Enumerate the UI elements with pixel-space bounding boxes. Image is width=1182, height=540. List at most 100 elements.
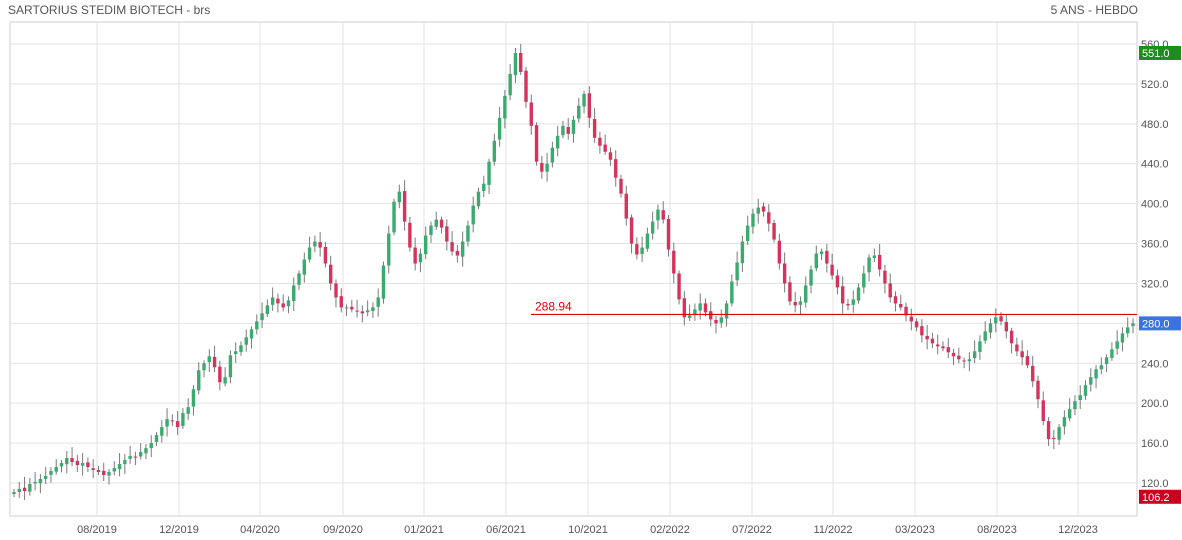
candle <box>1020 340 1024 366</box>
candle-body <box>920 326 924 336</box>
candle-body <box>714 319 718 324</box>
price-tag-bg <box>1139 316 1181 331</box>
candle <box>1089 368 1093 392</box>
candle <box>429 221 433 243</box>
candle <box>365 300 370 317</box>
candle-body <box>893 296 898 304</box>
candle <box>323 241 328 268</box>
x-tick-label: 10/2021 <box>568 524 608 536</box>
candle-body <box>460 241 465 257</box>
candle-body <box>545 163 549 172</box>
candle <box>767 204 771 232</box>
candle <box>698 293 702 320</box>
candle-body <box>909 316 914 322</box>
candle <box>466 220 470 247</box>
grid <box>9 21 1138 517</box>
candle-body <box>1131 323 1135 327</box>
candle <box>249 326 254 349</box>
candle-body <box>339 296 343 308</box>
candle <box>497 106 502 147</box>
candle-body <box>59 463 64 467</box>
candle <box>408 216 412 252</box>
candle-body <box>344 307 349 309</box>
x-tick-label: 02/2022 <box>650 524 690 536</box>
candle-body <box>1126 327 1130 334</box>
candle-body <box>397 191 402 203</box>
candle <box>175 411 180 436</box>
candle <box>255 314 259 335</box>
candle-body <box>883 270 887 284</box>
candle-body <box>80 463 85 466</box>
candle <box>1036 375 1040 409</box>
candle <box>1083 380 1088 400</box>
candle <box>629 214 634 254</box>
candle <box>170 414 175 427</box>
price-tag: 106.2 <box>1139 489 1181 504</box>
candle <box>724 300 729 327</box>
candle <box>788 276 792 306</box>
candle <box>804 276 808 308</box>
candle-body <box>160 427 164 436</box>
candle <box>951 348 956 366</box>
candle-body <box>128 456 132 459</box>
candle <box>1041 391 1045 426</box>
candle <box>555 125 560 157</box>
candle-body <box>138 452 143 457</box>
candle <box>545 152 549 182</box>
candle <box>1110 342 1114 361</box>
candle-body <box>1015 344 1019 352</box>
candle <box>677 270 681 305</box>
candle-body <box>645 233 650 249</box>
candle-body <box>629 217 634 244</box>
y-tick-label: 520.0 <box>1141 79 1169 91</box>
candle-body <box>445 226 449 242</box>
candle <box>614 150 618 187</box>
candle <box>978 335 982 360</box>
candle-body <box>497 117 502 140</box>
candle-body <box>170 420 175 422</box>
candle-body <box>724 303 729 319</box>
x-tick-label: 09/2020 <box>323 524 363 536</box>
candle-body <box>745 225 750 241</box>
candle <box>661 201 665 224</box>
candle-body <box>218 366 222 383</box>
candle-body <box>508 73 512 96</box>
candle-body <box>297 273 301 285</box>
candle <box>476 187 481 210</box>
y-tick-label: 360.0 <box>1141 239 1169 251</box>
candle-body <box>371 307 375 311</box>
candle <box>471 196 475 233</box>
candle-body <box>249 329 254 339</box>
candle <box>96 466 101 476</box>
candle <box>392 198 396 236</box>
candle <box>424 226 428 260</box>
candle <box>624 185 628 226</box>
candle-body <box>851 299 855 305</box>
candle-body <box>334 283 338 298</box>
candle <box>714 315 718 334</box>
candle-body <box>1067 409 1072 419</box>
candle <box>86 457 90 473</box>
candle <box>65 451 69 474</box>
candle-body <box>793 302 797 306</box>
candle-body <box>619 178 623 194</box>
candle-body <box>603 144 607 152</box>
candle-body <box>730 281 734 304</box>
candle <box>350 299 354 313</box>
candle <box>43 467 48 484</box>
candle-body <box>281 303 285 308</box>
candle-body <box>22 487 27 491</box>
candle <box>751 208 755 234</box>
candle-body <box>302 259 307 275</box>
candle <box>988 318 993 339</box>
candle <box>434 211 438 230</box>
candle-body <box>376 297 380 307</box>
candle-body <box>835 275 840 288</box>
candle <box>925 324 929 350</box>
candle <box>1025 350 1030 369</box>
candle <box>577 97 581 123</box>
candle <box>197 362 201 395</box>
candle <box>1126 317 1130 338</box>
candle-body <box>777 240 782 264</box>
candle <box>1094 365 1098 389</box>
